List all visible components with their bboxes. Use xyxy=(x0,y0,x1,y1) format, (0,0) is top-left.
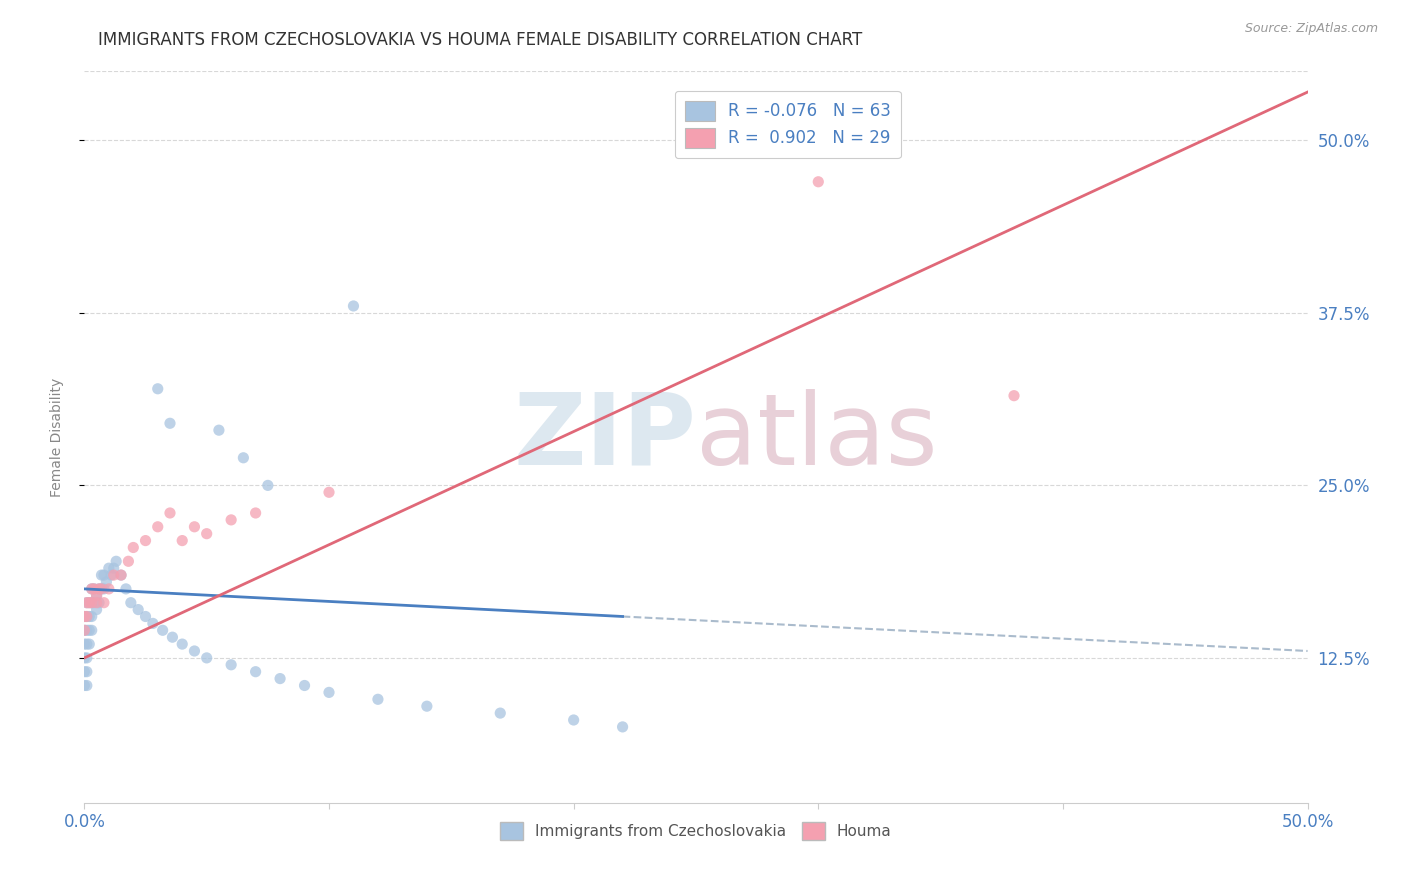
Point xyxy=(77,609,100,624)
Point xyxy=(80,624,103,638)
Point xyxy=(195,526,218,541)
Point xyxy=(367,692,389,706)
Point xyxy=(257,478,280,492)
Point xyxy=(146,382,169,396)
Point xyxy=(73,624,96,638)
Point xyxy=(73,637,96,651)
Point xyxy=(100,568,122,582)
Point xyxy=(83,596,105,610)
Point xyxy=(86,596,108,610)
Point xyxy=(269,672,291,686)
Point xyxy=(80,582,103,596)
Point xyxy=(115,582,138,596)
Point xyxy=(86,589,108,603)
Point xyxy=(76,609,98,624)
Point xyxy=(93,596,115,610)
Point xyxy=(135,533,157,548)
Point xyxy=(93,568,115,582)
Point xyxy=(76,678,98,692)
Point xyxy=(1002,389,1025,403)
Text: ZIP: ZIP xyxy=(513,389,696,485)
Point xyxy=(73,624,96,638)
Point xyxy=(135,609,157,624)
Point xyxy=(73,665,96,679)
Point xyxy=(245,506,267,520)
Point xyxy=(87,582,110,596)
Point xyxy=(807,175,830,189)
Point xyxy=(86,589,108,603)
Point xyxy=(103,568,125,582)
Point xyxy=(103,561,125,575)
Point xyxy=(489,706,512,720)
Point xyxy=(152,624,174,638)
Point xyxy=(77,596,100,610)
Point xyxy=(172,533,194,548)
Text: Source: ZipAtlas.com: Source: ZipAtlas.com xyxy=(1244,22,1378,36)
Point xyxy=(76,596,98,610)
Point xyxy=(97,582,120,596)
Point xyxy=(110,568,132,582)
Point xyxy=(76,596,98,610)
Point xyxy=(97,561,120,575)
Point xyxy=(232,450,254,465)
Y-axis label: Female Disability: Female Disability xyxy=(49,377,63,497)
Point xyxy=(76,637,98,651)
Point xyxy=(183,644,205,658)
Point xyxy=(77,596,100,610)
Point xyxy=(208,423,231,437)
Point xyxy=(122,541,145,555)
Point xyxy=(117,554,139,568)
Text: atlas: atlas xyxy=(696,389,938,485)
Point xyxy=(77,637,100,651)
Point xyxy=(294,678,316,692)
Point xyxy=(159,506,181,520)
Point xyxy=(318,485,340,500)
Point xyxy=(195,651,218,665)
Point xyxy=(612,720,634,734)
Point xyxy=(562,713,585,727)
Point xyxy=(219,513,242,527)
Point xyxy=(80,596,103,610)
Point xyxy=(73,609,96,624)
Point xyxy=(93,582,115,596)
Point xyxy=(90,568,112,582)
Point xyxy=(172,637,194,651)
Point xyxy=(80,582,103,596)
Point xyxy=(127,602,149,616)
Point xyxy=(73,651,96,665)
Point xyxy=(318,685,340,699)
Point xyxy=(87,582,110,596)
Point xyxy=(219,657,242,672)
Point xyxy=(110,568,132,582)
Point xyxy=(87,596,110,610)
Legend: Immigrants from Czechoslovakia, Houma: Immigrants from Czechoslovakia, Houma xyxy=(494,815,898,847)
Point xyxy=(142,616,165,631)
Point xyxy=(86,602,108,616)
Point xyxy=(96,574,118,589)
Point xyxy=(146,520,169,534)
Point xyxy=(83,582,105,596)
Point xyxy=(73,678,96,692)
Point xyxy=(76,609,98,624)
Point xyxy=(73,609,96,624)
Point xyxy=(162,630,184,644)
Point xyxy=(90,582,112,596)
Point xyxy=(80,609,103,624)
Point xyxy=(80,596,103,610)
Text: IMMIGRANTS FROM CZECHOSLOVAKIA VS HOUMA FEMALE DISABILITY CORRELATION CHART: IMMIGRANTS FROM CZECHOSLOVAKIA VS HOUMA … xyxy=(98,31,863,49)
Point xyxy=(416,699,439,714)
Point xyxy=(76,665,98,679)
Point xyxy=(83,582,105,596)
Point xyxy=(77,624,100,638)
Point xyxy=(76,624,98,638)
Point xyxy=(90,582,112,596)
Point xyxy=(342,299,364,313)
Point xyxy=(120,596,142,610)
Point xyxy=(76,651,98,665)
Point xyxy=(105,554,128,568)
Point xyxy=(183,520,205,534)
Point xyxy=(245,665,267,679)
Point xyxy=(159,417,181,431)
